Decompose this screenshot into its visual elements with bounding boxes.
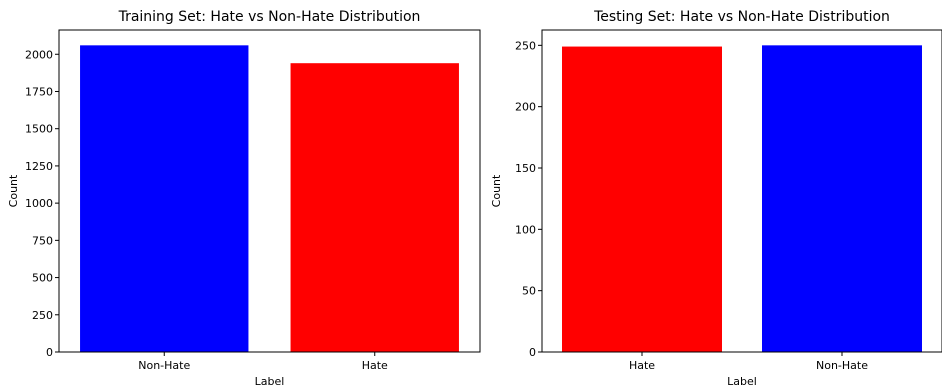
y-tick-label: 100	[515, 223, 536, 236]
y-tick-label: 1250	[25, 160, 53, 173]
y-tick-label: 500	[32, 272, 53, 285]
plot-frame	[541, 29, 942, 353]
y-tick-label: 50	[522, 285, 536, 298]
y-tick-label: 2000	[25, 48, 53, 61]
y-tick-label: 0	[46, 346, 53, 359]
y-tick-label: 150	[515, 162, 536, 175]
x-axis-label: Label	[255, 375, 285, 388]
plot-frame	[58, 29, 481, 353]
x-tick-label: Non-Hate	[816, 359, 868, 372]
y-axis-label: Count	[490, 174, 503, 207]
bar-non-hate	[762, 45, 922, 352]
bar-hate	[290, 63, 459, 352]
y-tick-label: 1750	[25, 85, 53, 98]
chart-title: Training Set: Hate vs Non-Hate Distribut…	[118, 9, 421, 25]
y-tick-label: 1500	[25, 123, 53, 136]
y-axis-label: Count	[7, 174, 20, 207]
y-tick-label: 200	[515, 101, 536, 114]
x-tick-label: Hate	[629, 359, 655, 372]
x-tick-label: Hate	[362, 359, 388, 372]
chart-training: 0 250 500 750 1000 1250 1500 1750 2000 Non-Hate Ha…	[7, 9, 481, 388]
bar-hate	[562, 46, 722, 353]
chart-title: Testing Set: Hate vs Non-Hate Distributi…	[593, 9, 890, 25]
x-tick-label: Non-Hate	[138, 359, 190, 372]
y-tick-label: 250	[515, 39, 536, 52]
y-tick-label: 0	[529, 346, 536, 359]
bar-non-hate	[80, 45, 249, 352]
y-tick-label: 750	[32, 234, 53, 247]
y-tick-label: 250	[32, 309, 53, 322]
y-tick-label: 1000	[25, 197, 53, 210]
chart-testing: 0 50 100 150 200 250 Hate Non-Hate Testing Set: …	[490, 9, 942, 388]
x-axis-label: Label	[727, 375, 757, 388]
